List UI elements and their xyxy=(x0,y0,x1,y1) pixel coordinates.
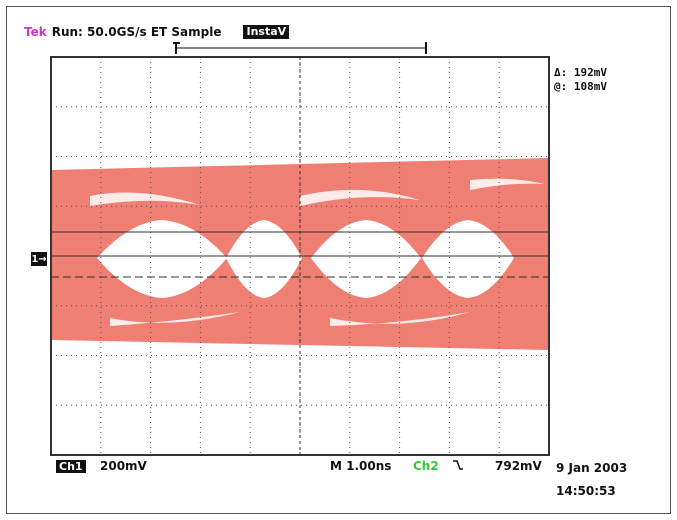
acquisition-time: 14:50:53 xyxy=(556,484,616,498)
graticule-grid xyxy=(51,57,549,455)
eye-opening xyxy=(422,220,514,298)
brand-label: Tek xyxy=(24,25,47,39)
eye-opening xyxy=(97,220,227,298)
timebase: M 1.00ns xyxy=(330,459,392,473)
ch1-badge: Ch1 xyxy=(56,459,86,473)
channel-1-marker: 1→ xyxy=(31,252,47,266)
trace-gap xyxy=(110,312,240,326)
eye-diagram-trace xyxy=(51,158,549,350)
acquisition-date: 9 Jan 2003 xyxy=(556,461,628,475)
graticule-border xyxy=(50,56,550,456)
trace-gap xyxy=(470,178,545,190)
ch1-scale: 200mV xyxy=(100,459,147,473)
eye-opening xyxy=(226,220,302,298)
cursor-position-readout: @: 108mV xyxy=(554,80,607,93)
eye-opening xyxy=(311,220,421,298)
trace-gap xyxy=(300,189,420,206)
acquisition-mode-badge: InstaV xyxy=(243,25,290,39)
trace-gap xyxy=(330,312,470,326)
ch1-label: Ch1 xyxy=(56,460,86,473)
trigger-level: 792mV xyxy=(495,459,542,473)
falling-edge-icon xyxy=(452,459,464,474)
trace-gap xyxy=(90,192,200,206)
trace-band xyxy=(51,158,549,350)
trigger-source: Ch2 xyxy=(413,459,439,473)
status-header: Tek Run: 50.0GS/s ET Sample InstaV xyxy=(24,24,290,40)
cursor-delta-readout: Δ: 192mV xyxy=(554,66,607,79)
trigger-window-bracket xyxy=(173,42,427,54)
acquisition-status: Run: 50.0GS/s ET Sample xyxy=(51,25,222,39)
